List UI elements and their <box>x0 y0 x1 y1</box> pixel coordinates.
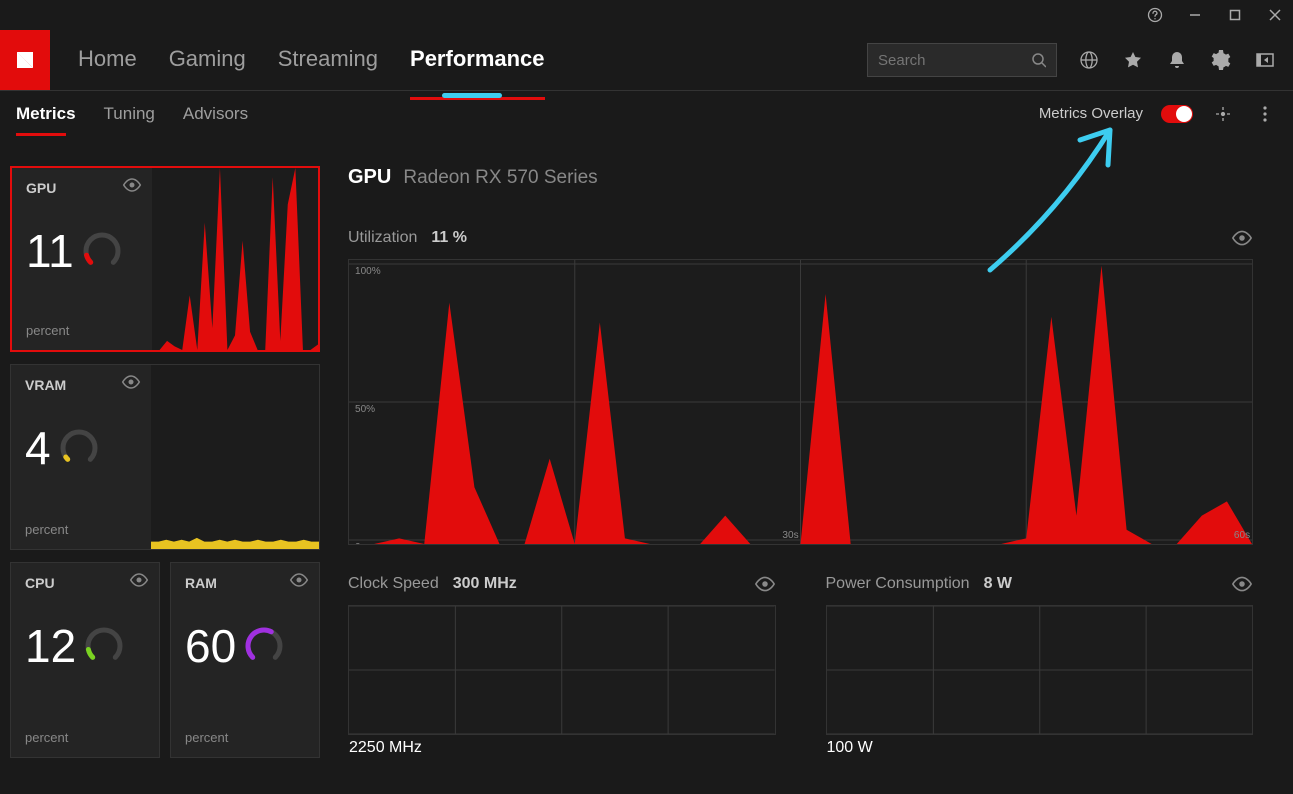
subnav-tuning[interactable]: Tuning <box>104 104 155 124</box>
card-vram[interactable]: VRAM 4 percent <box>10 364 320 550</box>
main-title: GPU Radeon RX 570 Series <box>348 166 1253 189</box>
utilization-chart: 0 50% 100% 30s 60s <box>348 259 1253 545</box>
power-label: Power Consumption <box>826 575 970 593</box>
search-icon <box>1031 52 1046 68</box>
sub-bar: Metrics Tuning Advisors Metrics Overlay <box>0 90 1293 136</box>
gauge-ram <box>242 624 286 668</box>
card-vram-unit: percent <box>25 522 137 537</box>
main-title-text: GPU <box>348 166 391 189</box>
gear-icon[interactable] <box>1209 48 1233 72</box>
search-input[interactable] <box>878 52 1031 69</box>
eye-icon[interactable] <box>1231 230 1253 246</box>
card-cpu-unit: percent <box>25 730 145 745</box>
close-button[interactable] <box>1265 5 1285 25</box>
amd-logo[interactable] <box>0 30 50 90</box>
card-gpu-chart <box>152 168 318 350</box>
main-subtitle: Radeon RX 570 Series <box>403 167 597 189</box>
subnav-metrics[interactable]: Metrics <box>16 104 76 124</box>
annotation-underline <box>442 93 502 98</box>
card-vram-chart <box>151 365 319 549</box>
eye-icon[interactable] <box>121 375 141 389</box>
eye-icon[interactable] <box>129 573 149 587</box>
card-ram-value: 60 <box>185 619 236 673</box>
nav-gaming[interactable]: Gaming <box>169 46 246 74</box>
gauge-vram <box>57 426 101 470</box>
power-chart: 100 W <box>826 605 1254 735</box>
eye-icon[interactable] <box>1231 576 1253 592</box>
nav-performance[interactable]: Performance <box>410 46 545 74</box>
help-icon[interactable] <box>1145 5 1165 25</box>
card-gpu[interactable]: GPU 11 percent <box>10 166 320 352</box>
clock-label: Clock Speed <box>348 575 439 593</box>
utilization-row: Utilization 11 % <box>348 229 1253 247</box>
nav-home[interactable]: Home <box>78 46 137 74</box>
window-titlebar <box>0 0 1293 30</box>
subnav-advisors[interactable]: Advisors <box>183 104 248 124</box>
card-ram-unit: percent <box>185 730 305 745</box>
card-cpu-title: CPU <box>25 575 145 591</box>
eye-icon[interactable] <box>122 178 142 192</box>
svg-text:60s: 60s <box>1234 530 1250 541</box>
nav-streaming[interactable]: Streaming <box>278 46 378 74</box>
maximize-button[interactable] <box>1225 5 1245 25</box>
utilization-label: Utilization <box>348 229 417 247</box>
card-gpu-value: 11 <box>26 224 74 278</box>
utilization-value: 11 % <box>431 229 467 247</box>
card-gpu-unit: percent <box>26 323 138 338</box>
bell-icon[interactable] <box>1165 48 1189 72</box>
svg-text:0: 0 <box>355 542 361 544</box>
power-ylabel: 100 W <box>827 739 873 756</box>
target-icon[interactable] <box>1211 102 1235 126</box>
card-vram-value: 4 <box>25 421 51 475</box>
clock-row: Clock Speed 300 MHz <box>348 575 776 593</box>
gauge-gpu <box>80 229 124 273</box>
sub-nav: Metrics Tuning Advisors <box>16 104 248 124</box>
svg-text:50%: 50% <box>355 404 375 415</box>
metrics-overlay-toggle[interactable] <box>1161 105 1193 123</box>
eye-icon[interactable] <box>754 576 776 592</box>
metrics-sidebar: GPU 11 percent VRAM 4 percent <box>10 136 320 794</box>
menu-dots-icon[interactable] <box>1253 102 1277 126</box>
top-right-bar <box>867 43 1293 77</box>
main-nav: Home Gaming Streaming Performance <box>78 46 545 74</box>
gauge-cpu <box>82 624 126 668</box>
card-ram-title: RAM <box>185 575 305 591</box>
metrics-overlay-label: Metrics Overlay <box>1039 105 1143 122</box>
minimize-button[interactable] <box>1185 5 1205 25</box>
search-box[interactable] <box>867 43 1057 77</box>
eye-icon[interactable] <box>289 573 309 587</box>
top-bar: Home Gaming Streaming Performance <box>0 30 1293 90</box>
card-cpu[interactable]: CPU 12 percent <box>10 562 160 758</box>
clock-chart: 2250 MHz <box>348 605 776 735</box>
power-row: Power Consumption 8 W <box>826 575 1254 593</box>
main-panel: GPU Radeon RX 570 Series Utilization 11 … <box>348 136 1293 794</box>
svg-text:100%: 100% <box>355 266 381 277</box>
clock-ylabel: 2250 MHz <box>349 739 422 756</box>
web-icon[interactable] <box>1077 48 1101 72</box>
dock-icon[interactable] <box>1253 48 1277 72</box>
star-icon[interactable] <box>1121 48 1145 72</box>
card-ram[interactable]: RAM 60 percent <box>170 562 320 758</box>
power-value: 8 W <box>984 575 1012 593</box>
card-cpu-value: 12 <box>25 619 76 673</box>
sub-right: Metrics Overlay <box>1039 102 1277 126</box>
svg-text:30s: 30s <box>782 530 798 541</box>
clock-value: 300 MHz <box>453 575 517 593</box>
